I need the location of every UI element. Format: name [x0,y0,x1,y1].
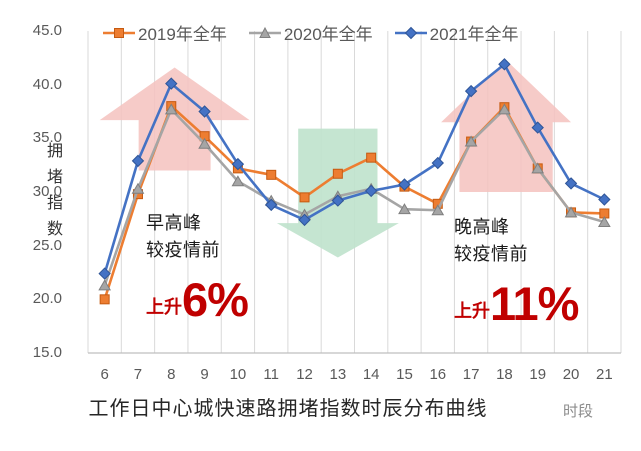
data-point-2020年全年 [164,103,178,115]
data-point-2020年全年 [498,103,511,115]
square-marker-icon [103,27,135,38]
x-tick-label: 20 [562,366,580,383]
data-point-2019年全年 [366,152,377,163]
data-point-2020年全年 [597,216,611,228]
y-tick-label: 30.0 [32,183,62,200]
morning-peak-subtitle: 较疫情前 [146,240,220,260]
y-tick-label: 25.0 [32,236,62,254]
legend-item-2019年全年: 2019年全年 [103,20,227,45]
data-point-2021年全年 [498,58,511,71]
data-point-2020年全年 [398,203,411,215]
legend-item-2020年全年: 2020年全年 [248,20,373,45]
data-point-2019年全年 [299,192,310,203]
series-line-2021年全年 [103,62,606,275]
x-tick-label: 11 [263,366,279,383]
x-tick-label: 9 [200,366,209,383]
evening-peak-title: 晚高峰 [454,217,510,237]
x-tick-label: 7 [133,366,143,383]
y-tick-label: 15.0 [32,344,62,361]
x-tick-label: 17 [462,366,480,383]
data-point-2020年全年 [198,137,211,149]
chart-title: 工作日中心城快速路拥堵指数时辰分布曲线 [88,398,488,420]
triangle-marker-icon [248,26,281,38]
data-point-2021年全年 [531,121,544,134]
data-point-2021年全年 [98,267,111,280]
legend-label: 2019年全年 [138,25,227,44]
data-point-2021年全年 [564,177,578,190]
data-point-2021年全年 [198,105,211,118]
morning-peak-annotation: 早高峰 较疫情前 上升 6% [146,210,249,326]
evening-rise-value: 11% [490,277,579,330]
data-point-2020年全年 [231,175,245,187]
y-tick-label: 45.0 [32,22,62,39]
data-point-2021年全年 [265,198,278,212]
data-point-2020年全年 [98,279,112,291]
morning-peak-title: 早高峰 [146,213,202,233]
morning-rise-value: 6% [182,273,249,326]
data-point-2021年全年 [165,77,178,90]
data-point-2019年全年 [266,169,277,180]
x-tick-label: 15 [396,366,413,383]
y-tick-label: 40.0 [32,75,62,93]
data-point-2021年全年 [431,156,444,170]
x-tick-label: 12 [296,366,313,383]
x-tick-label: 19 [529,366,547,383]
x-tick-label: 21 [596,366,613,383]
y-tick-label: 20.0 [32,290,62,308]
legend-item-2021年全年: 2021年全年 [394,20,519,45]
data-point-2021年全年 [398,178,411,191]
x-tick-label: 10 [229,366,247,383]
data-point-2019年全年 [99,294,110,305]
data-point-2021年全年 [131,154,145,168]
data-point-2020年全年 [464,135,478,147]
data-point-2021年全年 [598,193,611,206]
series-line-2020年全年 [103,108,606,287]
data-point-2021年全年 [331,194,345,207]
y-tick-label: 35.0 [32,129,62,147]
x-tick-label: 16 [429,366,447,383]
evening-rise: 上升 11% [454,277,579,330]
diamond-marker-icon [394,26,427,39]
x-tick-label: 14 [362,366,380,383]
data-point-2020年全年 [131,182,145,194]
data-point-2020年全年 [531,162,545,174]
legend-label: 2021年全年 [429,25,519,44]
data-point-2021年全年 [464,84,478,98]
y-axis-title: 拥堵指数 [44,142,61,246]
x-tick-label: 6 [100,366,109,383]
evening-rise-prefix: 上升 [454,301,490,321]
evening-peak-annotation: 晚高峰 较疫情前 上升 11% [454,214,579,330]
data-point-2020年全年 [564,206,578,218]
data-point-2021年全年 [364,184,378,198]
data-point-2021年全年 [231,157,245,171]
x-tick-label: 8 [167,366,176,383]
legend-label: 2020年全年 [283,25,373,44]
data-point-2019年全年 [332,168,343,179]
morning-peak-up-arrow [99,67,250,171]
data-point-2021年全年 [298,213,311,227]
x-tick-label: 13 [329,366,347,383]
x-axis-title: 时段 [563,403,594,420]
morning-rise: 上升 6% [146,273,249,326]
legend: 2019年全年 2020年全年 2021年全年 [103,20,518,45]
evening-peak-subtitle: 较疫情前 [454,244,528,264]
x-tick-label: 18 [496,366,513,383]
data-point-2020年全年 [431,204,445,216]
evening-peak-up-arrow [441,59,572,193]
morning-rise-prefix: 上升 [146,297,182,317]
